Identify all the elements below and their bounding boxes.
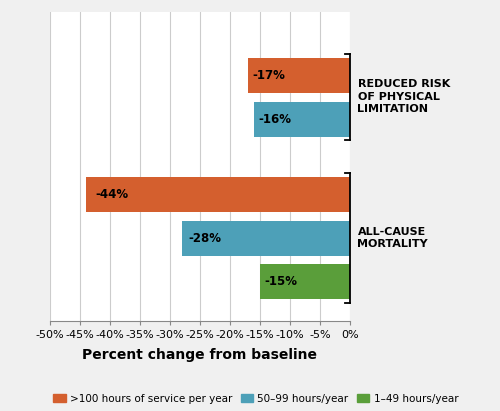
Text: -44%: -44%	[95, 188, 128, 201]
Bar	[182, 221, 350, 256]
Text: -16%: -16%	[259, 113, 292, 126]
Text: ALL-CAUSE
MORTALITY: ALL-CAUSE MORTALITY	[358, 226, 428, 249]
Text: -17%: -17%	[253, 69, 286, 82]
X-axis label: Percent change from baseline: Percent change from baseline	[82, 348, 318, 362]
Bar	[248, 58, 350, 93]
Text: -15%: -15%	[265, 275, 298, 288]
Legend: >100 hours of service per year, 50–99 hours/year, 1–49 hours/year: >100 hours of service per year, 50–99 ho…	[49, 390, 463, 408]
Bar	[86, 177, 350, 212]
Bar	[260, 264, 350, 299]
Bar	[254, 102, 350, 136]
Text: -28%: -28%	[188, 231, 221, 245]
Text: REDUCED RISK
OF PHYSICAL
LIMITATION: REDUCED RISK OF PHYSICAL LIMITATION	[358, 79, 450, 114]
